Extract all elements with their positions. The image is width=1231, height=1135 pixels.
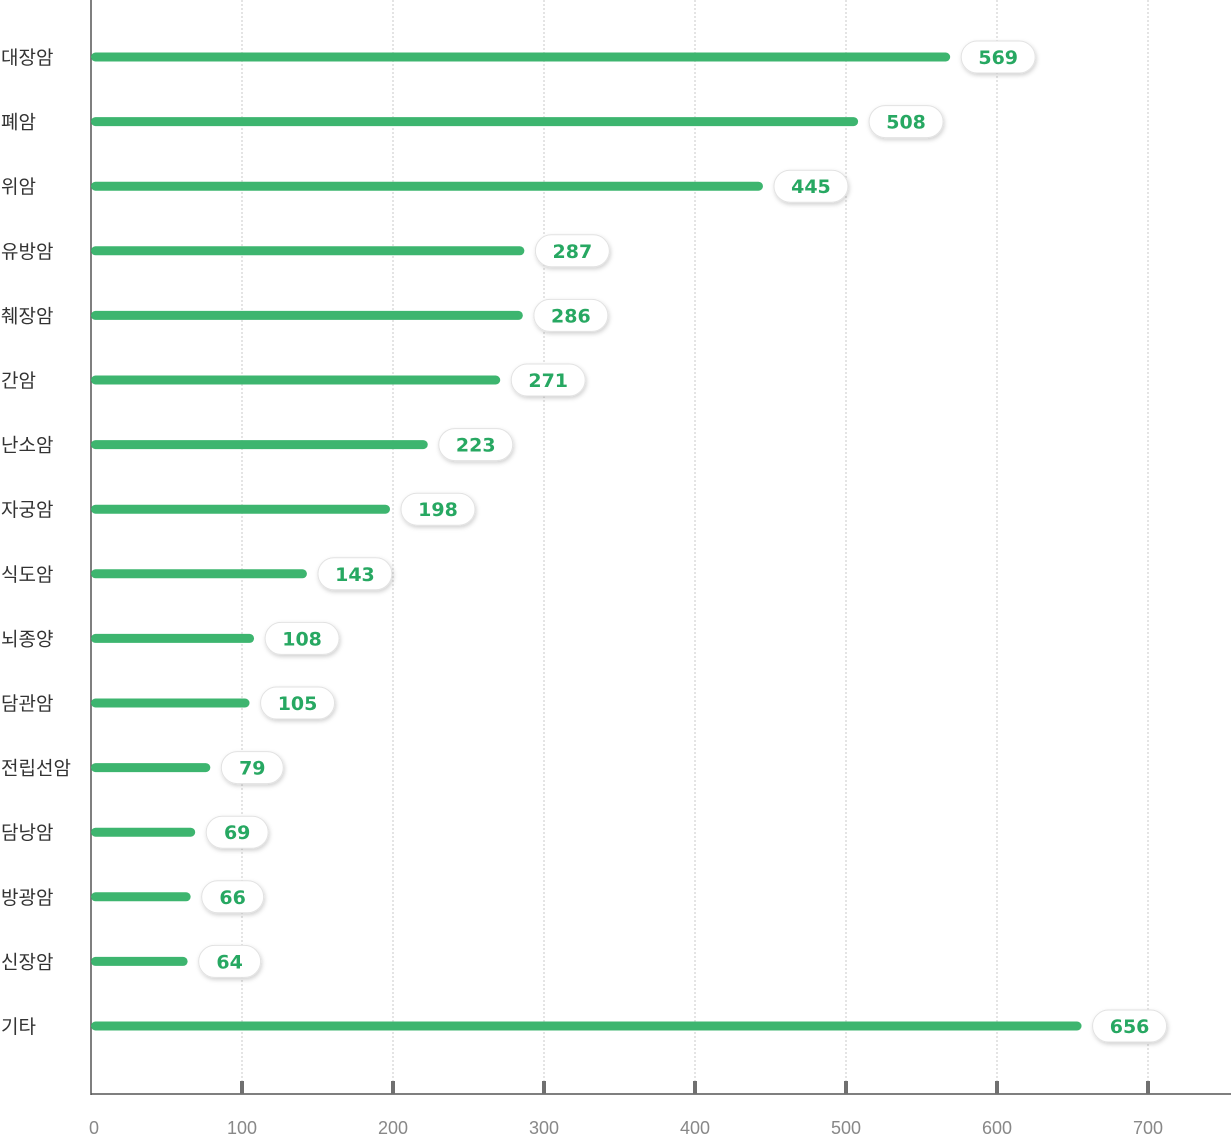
bar-1 — [91, 52, 951, 62]
category-label: 난소암 — [1, 435, 53, 457]
category-label: 뇌종양 — [1, 628, 53, 650]
x-tick-mark-400 — [693, 1081, 697, 1094]
category-label: 간암 — [1, 370, 36, 392]
x-axis-ticks: 0 100 200 300 400 500 600 700 — [89, 1081, 1163, 1135]
bar-12 — [91, 763, 211, 773]
bar-7 — [91, 440, 428, 450]
data-label: 108 — [282, 628, 322, 650]
x-tick-label: 600 — [982, 1118, 1012, 1135]
x-tick-label: 200 — [378, 1118, 408, 1135]
x-tick-mark-200 — [391, 1081, 395, 1094]
category-label: 담낭암 — [1, 822, 53, 844]
category-label: 췌장암 — [1, 305, 53, 327]
x-tick-label: 400 — [680, 1118, 710, 1135]
bar-11 — [91, 698, 250, 708]
bar-10 — [91, 633, 255, 643]
category-label: 대장암 — [1, 47, 53, 69]
category-label: 방광암 — [1, 887, 53, 909]
bar-16 — [91, 1021, 1082, 1031]
data-label: 105 — [278, 693, 318, 715]
value-badge-14 — [201, 880, 265, 914]
x-tick-label: 100 — [227, 1118, 257, 1135]
bar-5 — [91, 310, 523, 320]
category-label: 폐암 — [1, 112, 36, 134]
category-label: 식도암 — [1, 564, 53, 586]
bar-6 — [91, 375, 501, 385]
bar-4 — [91, 246, 525, 256]
category-label: 전립선암 — [1, 758, 71, 780]
data-label: 508 — [886, 112, 926, 134]
value-badge-2 — [868, 105, 944, 139]
value-badge-15 — [198, 944, 262, 978]
bars: 569 508 445 287 286 271 223 198 143 108 105 79 69 66 6… — [91, 40, 1168, 1043]
category-label: 위암 — [1, 176, 36, 198]
data-label: 69 — [224, 822, 250, 844]
value-badge-1 — [960, 40, 1036, 74]
data-label: 569 — [978, 47, 1018, 69]
value-badge-4 — [534, 234, 610, 268]
data-label: 286 — [551, 305, 591, 327]
value-badge-6 — [510, 363, 586, 397]
data-label: 271 — [528, 370, 568, 392]
x-tick-label: 700 — [1133, 1118, 1163, 1135]
category-label: 유방암 — [1, 241, 53, 263]
value-badge-9 — [317, 557, 393, 591]
bar-13 — [91, 827, 196, 837]
bar-9 — [91, 569, 307, 579]
category-labels: 대장암폐암위암유방암췌장암간암난소암자궁암식도암뇌종양담관암전립선암담낭암방광암… — [1, 47, 71, 1038]
bar-15 — [91, 956, 188, 966]
data-label: 79 — [239, 758, 265, 780]
value-badge-12 — [220, 751, 284, 785]
value-badge-13 — [205, 815, 269, 849]
value-badge-7 — [438, 428, 514, 462]
data-label: 287 — [553, 241, 593, 263]
value-badge-5 — [533, 298, 609, 332]
data-label: 143 — [335, 564, 375, 586]
bar-2 — [91, 117, 859, 127]
value-badge-16 — [1092, 1009, 1168, 1043]
data-label: 445 — [791, 176, 831, 198]
x-tick-mark-100 — [240, 1081, 244, 1094]
x-tick-label: 500 — [831, 1118, 861, 1135]
data-label: 656 — [1110, 1016, 1150, 1038]
x-tick-label: 300 — [529, 1118, 559, 1135]
category-label: 담관암 — [1, 693, 53, 715]
x-tick-mark-300 — [542, 1081, 546, 1094]
axes — [90, 0, 1231, 1095]
category-label: 자궁암 — [1, 499, 53, 521]
category-label: 기타 — [1, 1016, 36, 1038]
value-badge-10 — [264, 621, 340, 655]
bar-14 — [91, 892, 191, 902]
value-badge-3 — [773, 169, 849, 203]
data-label: 223 — [456, 435, 496, 457]
value-badge-8 — [400, 492, 476, 526]
bar-3 — [91, 181, 763, 191]
x-tick-mark-600 — [995, 1081, 999, 1094]
x-tick-mark-700 — [1146, 1081, 1150, 1094]
x-tick-label: 0 — [89, 1118, 99, 1135]
data-label: 198 — [418, 499, 458, 521]
x-tick-mark-500 — [844, 1081, 848, 1094]
data-label: 64 — [216, 951, 242, 973]
data-label: 66 — [219, 887, 245, 909]
category-label: 신장암 — [1, 951, 53, 973]
bar-8 — [91, 504, 390, 514]
grid-lines — [241, 0, 1149, 1094]
value-badge-11 — [260, 686, 336, 720]
